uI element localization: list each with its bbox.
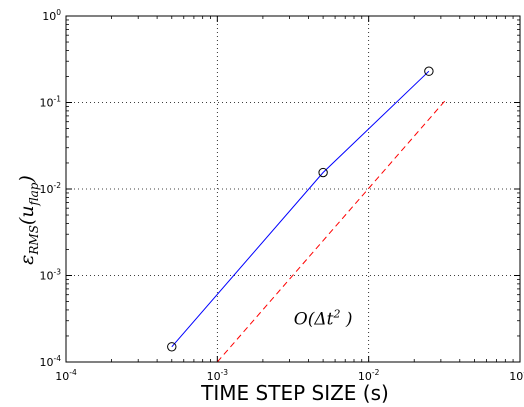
error-series-point: [424, 66, 434, 76]
y-tick-label-base: 10: [40, 270, 54, 283]
x-tick-label-exp: -3: [221, 368, 229, 377]
y-axis-label-var-sub: flap: [27, 182, 41, 206]
x-tick-label-base: 10: [207, 370, 221, 383]
y-tick-label-exp: -1: [54, 95, 62, 104]
x-tick-label: 10-4: [55, 368, 77, 383]
error-series-point: [318, 167, 328, 178]
y-tick-label: 10-1: [40, 95, 62, 110]
x-tick-label-base: 10: [509, 370, 523, 383]
error-series-line: [171, 70, 430, 348]
y-axis-label-open: (u: [16, 205, 38, 225]
y-tick-label-exp: -4: [54, 354, 62, 363]
order-annotation-close: ): [340, 310, 352, 330]
y-tick-label: 10-3: [40, 268, 62, 283]
y-axis-label-base: ε: [16, 255, 38, 265]
plot-area: [66, 16, 520, 362]
x-axis-label: TIME STEP SIZE (s): [200, 381, 389, 405]
y-tick-label: 10-2: [40, 181, 62, 196]
series-layer: [167, 66, 446, 363]
plot-frame: [65, 15, 521, 363]
x-tick-label: 10-3: [207, 368, 229, 383]
x-tick-label-exp: -4: [69, 368, 77, 377]
y-tick-label: 10-4: [40, 354, 62, 369]
reference-slope-line: [216, 100, 446, 363]
x-tick-label-base: 10: [358, 370, 372, 383]
x-tick-label-exp: -2: [372, 368, 380, 377]
order-annotation: O(Δt2 ): [294, 308, 353, 330]
y-tick-label-base: 10: [40, 183, 54, 196]
x-tick-label-base: 10: [55, 370, 69, 383]
y-tick-label: 100: [42, 8, 61, 23]
y-tick-label-base: 10: [40, 97, 54, 110]
x-tick-label: 10-1: [509, 368, 524, 383]
grid-lines: [66, 16, 520, 362]
y-tick-label-exp: -3: [54, 268, 62, 277]
y-tick-label-base: 10: [40, 356, 54, 369]
y-axis-label: εRMS(uflap): [16, 175, 41, 265]
y-tick-label-base: 10: [42, 10, 56, 23]
y-tick-label-exp: 0: [56, 8, 61, 17]
x-tick-label: 10-2: [358, 368, 380, 383]
error-series-point: [167, 342, 177, 352]
y-axis-label-sub: RMS: [27, 225, 41, 256]
order-annotation-text: O(Δt: [294, 310, 334, 330]
y-tick-label-exp: -2: [54, 181, 62, 190]
order-annotation-sup: 2: [332, 308, 340, 321]
y-axis-label-close: ): [16, 175, 38, 183]
